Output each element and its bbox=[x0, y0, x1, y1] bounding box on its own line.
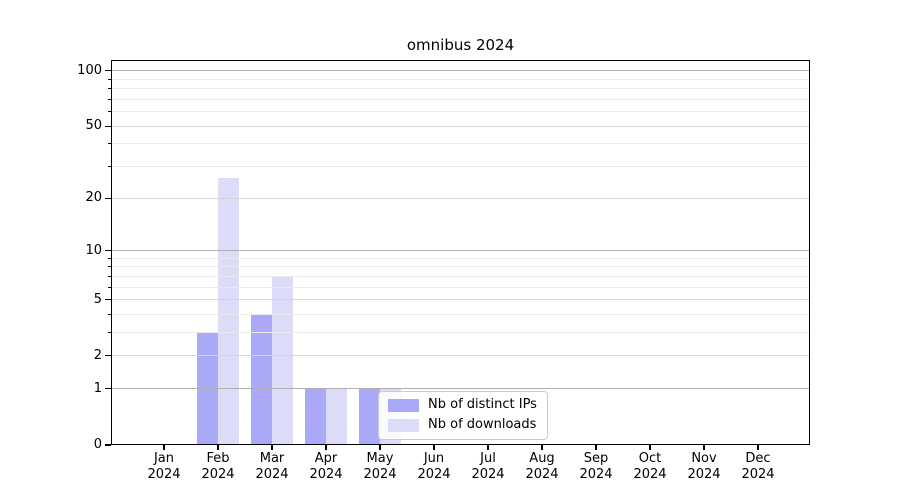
y-tick-label-0: 0 bbox=[93, 437, 102, 452]
gridline-minor-30 bbox=[111, 166, 810, 168]
legend: Nb of distinct IPs Nb of downloads bbox=[378, 391, 548, 440]
x-tick-mar bbox=[271, 445, 273, 450]
x-tick-jan bbox=[163, 445, 165, 450]
gridline-1 bbox=[111, 388, 810, 390]
y-minortick-7 bbox=[107, 275, 111, 277]
bar-nb-of-downloads-mar bbox=[272, 276, 293, 445]
x-tick-dec bbox=[757, 445, 759, 450]
bar-nb-of-distinct-ips-may bbox=[359, 388, 380, 445]
x-tick-label-nov: Nov 2024 bbox=[687, 451, 721, 482]
y-tick-0 bbox=[105, 444, 111, 446]
x-tick-label-jan: Jan 2024 bbox=[147, 451, 181, 482]
y-tick-label-50: 50 bbox=[85, 118, 102, 134]
x-tick-sep bbox=[595, 445, 597, 450]
y-tick-label-20: 20 bbox=[85, 190, 102, 206]
y-minortick-90 bbox=[107, 78, 111, 80]
y-minortick-6 bbox=[107, 286, 111, 288]
x-tick-label-sep: Sep 2024 bbox=[579, 451, 613, 482]
y-tick-label-2: 2 bbox=[93, 347, 102, 363]
x-tick-label-dec: Dec 2024 bbox=[741, 451, 775, 482]
y-minortick-70 bbox=[107, 98, 111, 100]
y-tick-20 bbox=[105, 197, 111, 199]
y-tick-label-10: 10 bbox=[85, 242, 102, 258]
gridline-minor-6 bbox=[111, 286, 810, 288]
y-tick-label-5: 5 bbox=[93, 291, 102, 307]
gridline-5 bbox=[111, 299, 810, 301]
y-minortick-30 bbox=[107, 166, 111, 167]
x-tick-aug bbox=[541, 445, 543, 450]
legend-entry-downloads: Nb of downloads bbox=[388, 418, 537, 432]
y-minortick-80 bbox=[107, 88, 111, 90]
gridline-50 bbox=[111, 125, 810, 127]
x-tick-jul bbox=[487, 445, 489, 450]
x-tick-label-oct: Oct 2024 bbox=[633, 451, 667, 482]
gridline-minor-8 bbox=[111, 266, 810, 268]
x-tick-label-feb: Feb 2024 bbox=[201, 451, 235, 482]
legend-entry-distinct-ips: Nb of distinct IPs bbox=[388, 398, 537, 412]
y-tick-label-1: 1 bbox=[93, 380, 102, 396]
legend-label-downloads: Nb of downloads bbox=[428, 417, 537, 432]
gridline-2 bbox=[111, 355, 810, 357]
bar-nb-of-distinct-ips-mar bbox=[251, 314, 272, 445]
legend-swatch-downloads bbox=[388, 418, 419, 432]
gridline-minor-70 bbox=[111, 98, 810, 100]
y-minortick-4 bbox=[107, 314, 111, 315]
y-tick-label-100: 100 bbox=[77, 62, 102, 78]
y-tick-1 bbox=[105, 388, 111, 390]
x-tick-nov bbox=[703, 445, 705, 450]
x-tick-oct bbox=[649, 445, 651, 450]
x-tick-label-may: May 2024 bbox=[363, 451, 397, 482]
y-tick-50 bbox=[105, 125, 111, 127]
gridline-minor-40 bbox=[111, 143, 810, 145]
gridline-minor-4 bbox=[111, 313, 810, 315]
y-minortick-40 bbox=[107, 143, 111, 145]
chart-title: omnibus 2024 bbox=[406, 36, 515, 54]
gridline-minor-9 bbox=[111, 257, 810, 259]
x-tick-jun bbox=[433, 445, 435, 450]
x-tick-apr bbox=[325, 445, 327, 450]
x-tick-label-aug: Aug 2024 bbox=[525, 451, 559, 482]
gridline-minor-90 bbox=[111, 78, 810, 80]
legend-swatch-distinct-ips bbox=[388, 398, 419, 412]
y-minortick-3 bbox=[107, 332, 111, 333]
y-tick-10 bbox=[105, 249, 111, 252]
x-tick-label-jul: Jul 2024 bbox=[471, 451, 505, 482]
gridline-20 bbox=[111, 197, 810, 199]
x-tick-may bbox=[379, 445, 381, 450]
bar-nb-of-distinct-ips-apr bbox=[305, 388, 326, 445]
y-tick-100 bbox=[105, 70, 111, 72]
y-tick-5 bbox=[105, 299, 111, 301]
x-tick-feb bbox=[217, 445, 219, 450]
bar-nb-of-downloads-apr bbox=[326, 388, 347, 445]
gridline-minor-60 bbox=[111, 111, 810, 113]
x-tick-label-apr: Apr 2024 bbox=[309, 451, 343, 482]
y-minortick-8 bbox=[107, 266, 111, 268]
gridline-100 bbox=[111, 70, 810, 72]
y-tick-2 bbox=[105, 355, 111, 357]
gridline-minor-3 bbox=[111, 332, 810, 334]
y-minortick-9 bbox=[107, 257, 111, 259]
y-minortick-60 bbox=[107, 111, 111, 113]
gridline-minor-7 bbox=[111, 275, 810, 277]
gridline-minor-80 bbox=[111, 88, 810, 90]
legend-label-distinct-ips: Nb of distinct IPs bbox=[428, 397, 537, 412]
bar-nb-of-downloads-feb bbox=[218, 177, 239, 445]
x-tick-label-mar: Mar 2024 bbox=[255, 451, 289, 482]
gridline-10 bbox=[111, 250, 810, 252]
plot-frame bbox=[111, 60, 810, 445]
x-tick-label-jun: Jun 2024 bbox=[417, 451, 451, 482]
